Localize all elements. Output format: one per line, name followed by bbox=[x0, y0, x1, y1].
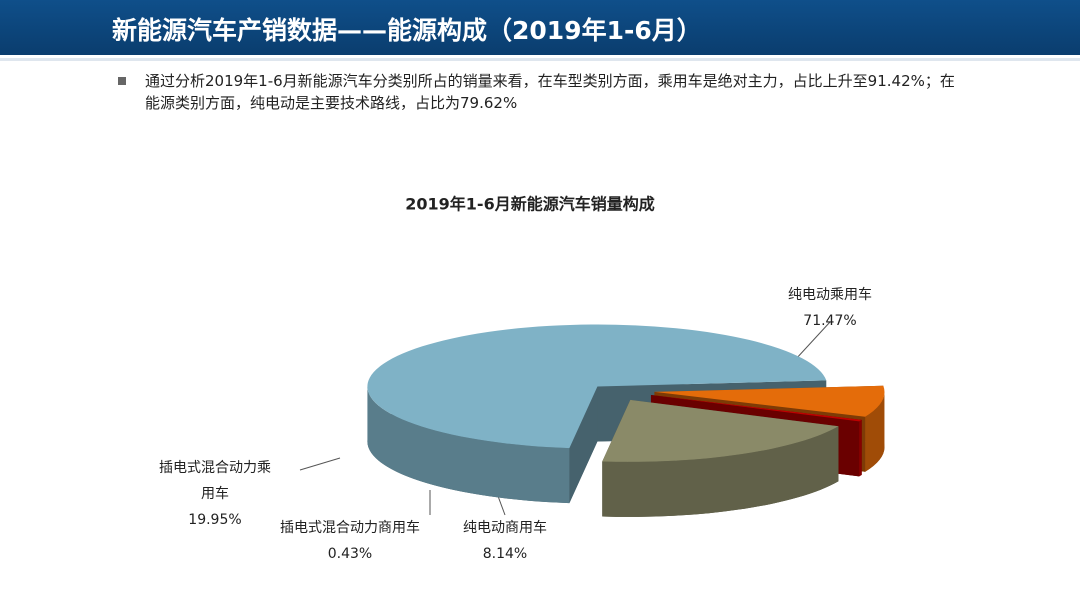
divider bbox=[0, 58, 1080, 61]
slice-wall bbox=[569, 386, 598, 504]
slice-percent: 19.95% bbox=[188, 512, 242, 528]
slice bbox=[650, 395, 862, 422]
slice bbox=[654, 385, 885, 417]
slice-name: 插电式混合动力商用车 bbox=[280, 520, 420, 536]
slice-percent: 0.43% bbox=[327, 546, 373, 562]
chart-title: 2019年1-6月新能源汽车销量构成 bbox=[405, 195, 654, 214]
slice-side bbox=[859, 419, 862, 477]
data-label: 插电式混合动力乘用车 19.95% bbox=[155, 455, 275, 533]
slice-side bbox=[865, 391, 885, 472]
bullet-marker bbox=[118, 77, 126, 85]
data-label: 纯电动乘用车 71.47% bbox=[760, 282, 900, 334]
slice-name: 纯电动乘用车 bbox=[788, 287, 872, 303]
leader-line bbox=[794, 321, 831, 361]
slice bbox=[367, 324, 827, 449]
data-label: 插电式混合动力商用车 0.43% bbox=[275, 515, 425, 567]
data-label: 纯电动商用车 8.14% bbox=[450, 515, 560, 567]
slice-percent: 8.14% bbox=[482, 546, 528, 562]
slide-title: 新能源汽车产销数据——能源构成（2019年1-6月） bbox=[112, 16, 702, 45]
slice-side bbox=[602, 426, 839, 517]
slice bbox=[602, 399, 839, 462]
slice-side bbox=[367, 386, 570, 504]
leader-line bbox=[299, 457, 341, 471]
slice bbox=[602, 399, 839, 517]
slice-percent: 71.47% bbox=[803, 313, 857, 329]
slice-name: 纯电动商用车 bbox=[463, 520, 547, 536]
slice-name: 插电式混合动力乘用车 bbox=[159, 460, 271, 502]
header-bar: 新能源汽车产销数据——能源构成（2019年1-6月） bbox=[0, 0, 1080, 55]
bullet-text: 通过分析2019年1-6月新能源汽车分类别所占的销量来看，在车型类别方面，乘用车… bbox=[145, 72, 955, 112]
